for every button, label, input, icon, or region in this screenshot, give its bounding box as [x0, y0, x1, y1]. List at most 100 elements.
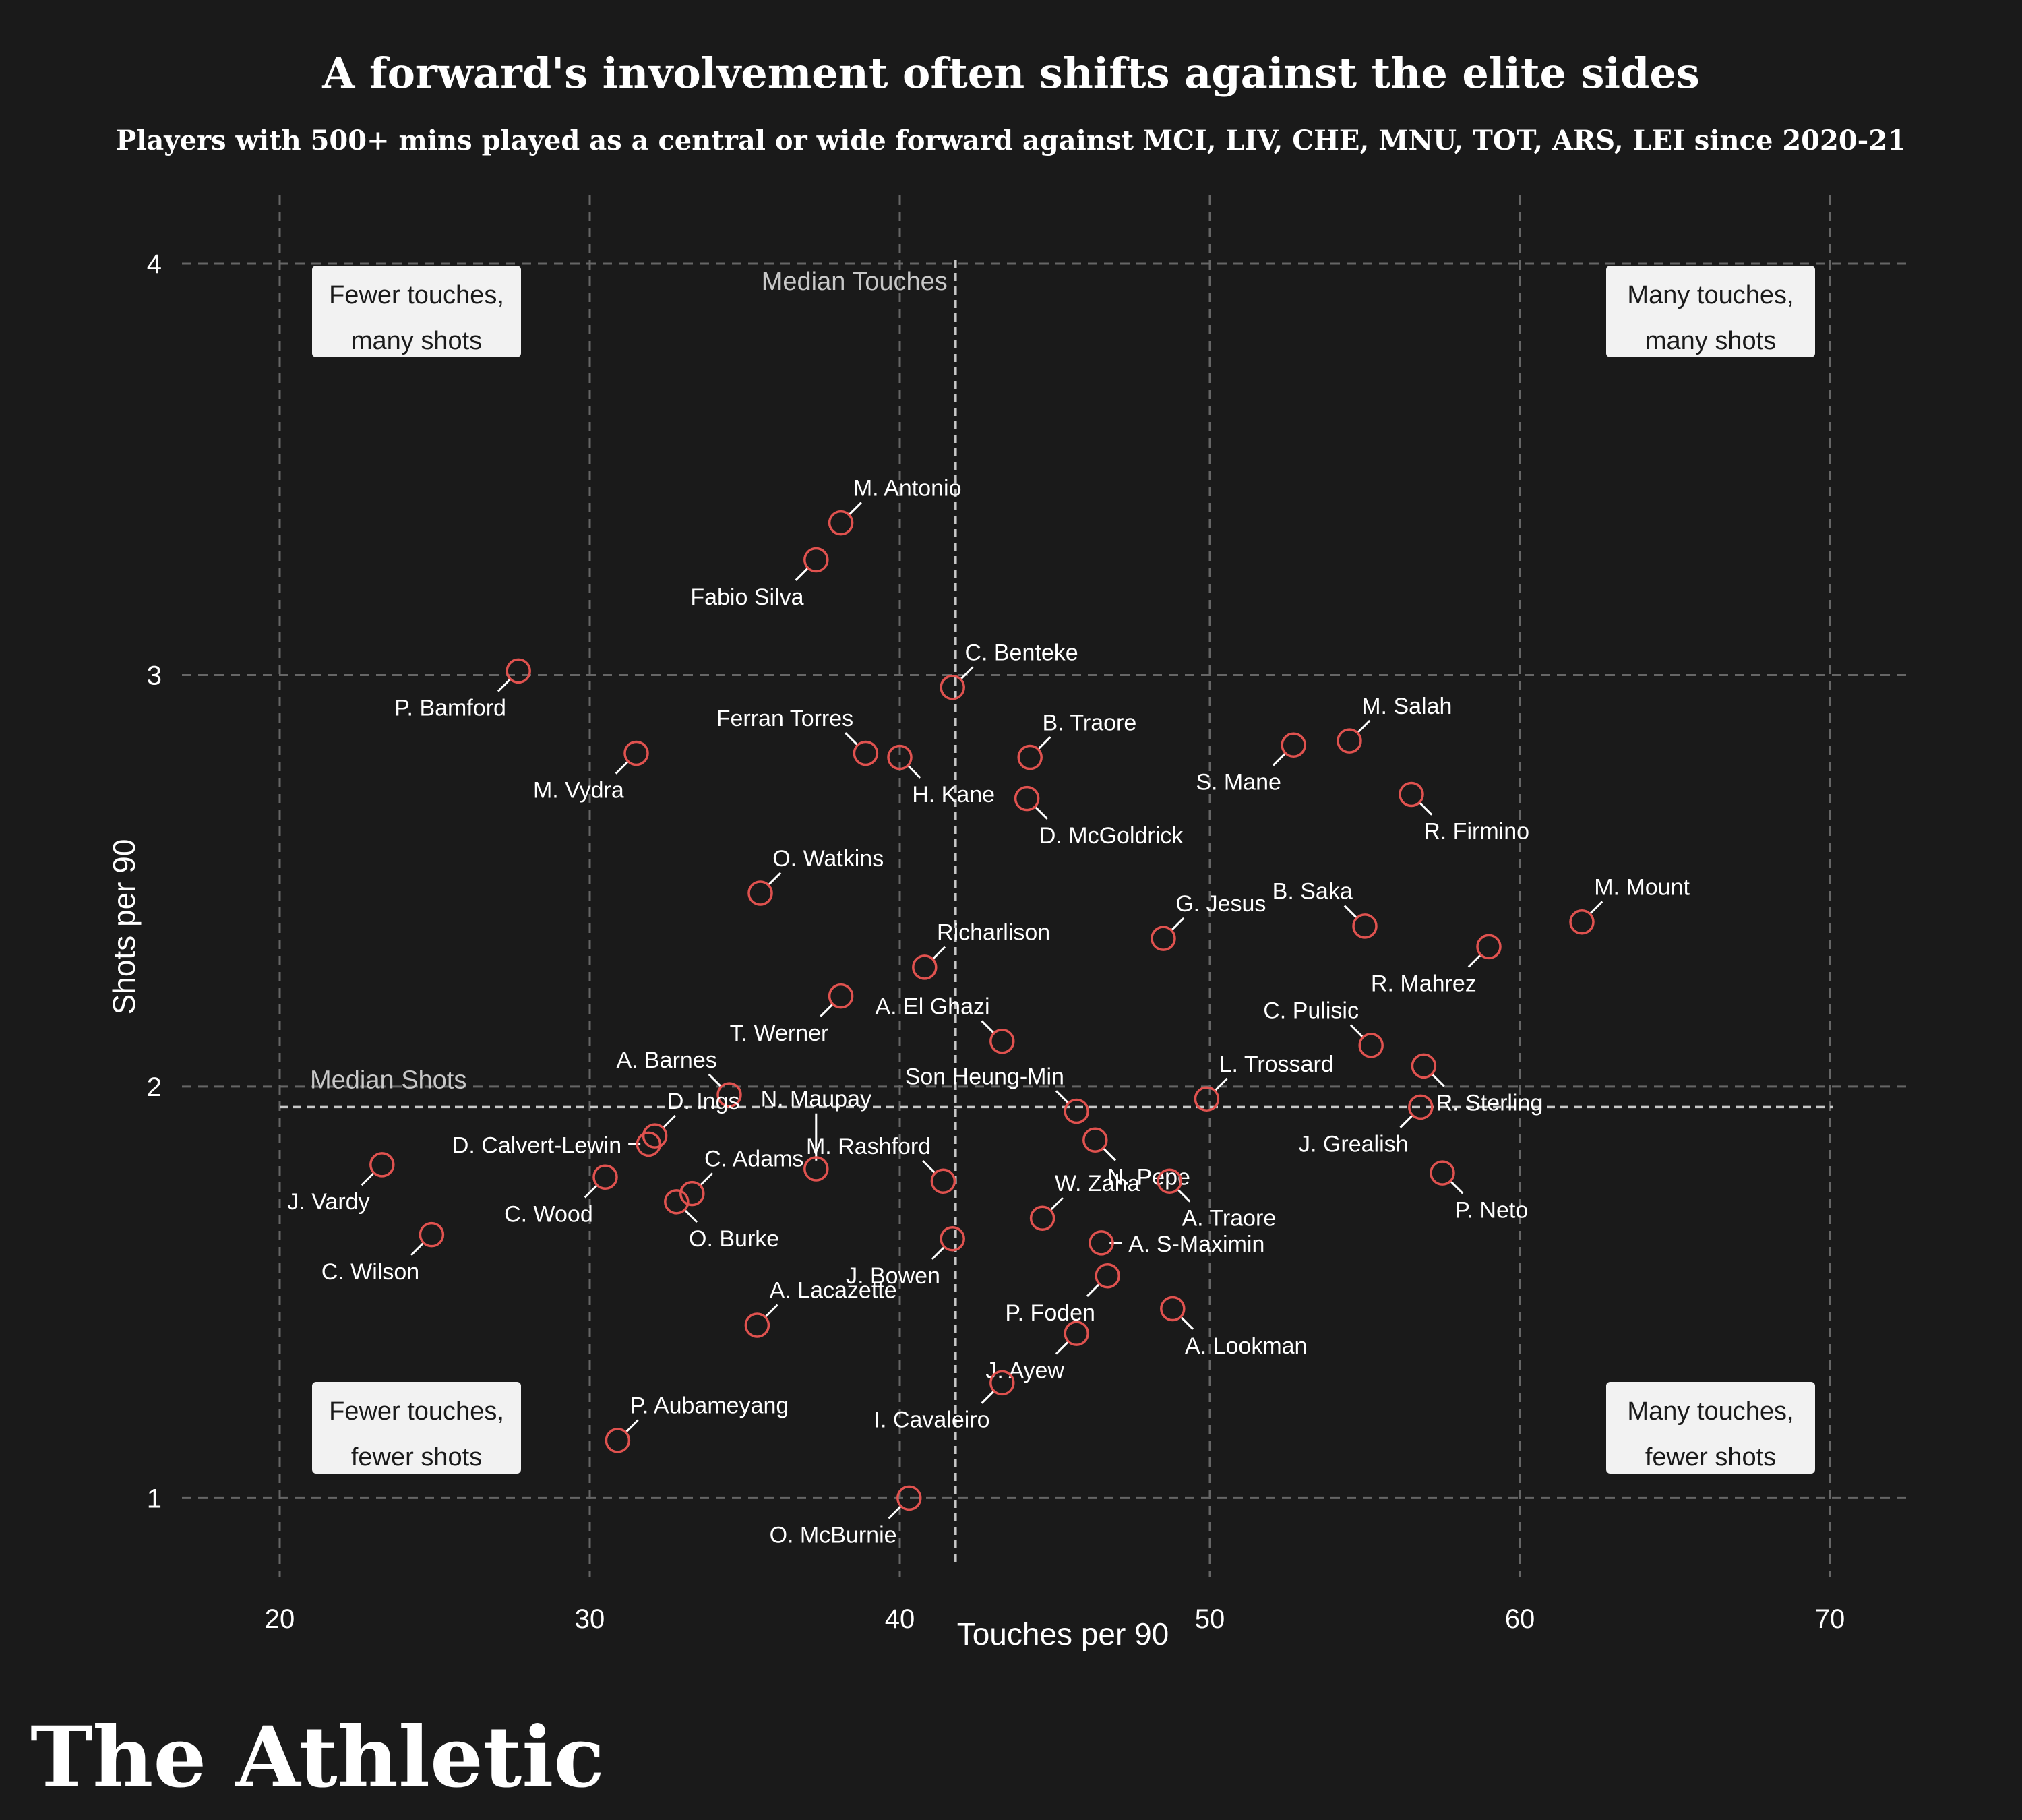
- data-point: A. Barnes: [616, 1048, 742, 1108]
- data-point: N. Maupay: [761, 1087, 871, 1182]
- x-tick-label: 30: [575, 1604, 605, 1634]
- quadrant-label-bottom-right: Many touches, fewer shots: [1606, 1382, 1815, 1474]
- leader-line: [1180, 1316, 1194, 1330]
- data-point: A. Lacazette: [744, 1278, 897, 1338]
- point-marker: [1430, 1160, 1455, 1186]
- point-marker: [887, 744, 913, 770]
- point-marker: [1281, 732, 1306, 758]
- point-marker: [940, 1226, 965, 1252]
- point-label: M. Mount: [1594, 874, 1690, 900]
- point-marker: [930, 1168, 956, 1194]
- leader-line: [888, 1505, 902, 1519]
- point-marker: [1151, 926, 1176, 951]
- point-marker: [828, 510, 854, 536]
- point-marker: [912, 954, 938, 980]
- point-label: O. McBurnie: [770, 1523, 897, 1548]
- leader-line: [1177, 1188, 1191, 1203]
- quadrant-label-line: fewer shots: [1645, 1443, 1776, 1472]
- leader-line: [1431, 1073, 1445, 1087]
- median-touches-label: Median Touches: [762, 268, 948, 296]
- leader-line: [848, 502, 862, 516]
- point-label: M. Antonio: [853, 475, 962, 501]
- point-label: A. El Ghazi: [875, 994, 989, 1020]
- y-tick-label: 2: [147, 1072, 162, 1102]
- point-label: A. Lookman: [1185, 1333, 1307, 1359]
- leader-line: [931, 946, 946, 960]
- leader-line: [584, 1184, 598, 1199]
- chart-subtitle: Players with 500+ mins played as a centr…: [116, 125, 1906, 156]
- leader-line: [931, 1246, 946, 1261]
- point-label: Fabio Silva: [690, 584, 803, 610]
- point-marker: [1082, 1127, 1108, 1153]
- leader-line: [981, 1020, 995, 1034]
- point-marker: [1089, 1230, 1114, 1256]
- leader-line: [662, 1114, 676, 1128]
- point-marker: [636, 1131, 662, 1157]
- point-marker: [803, 547, 829, 573]
- point-label: J. Vardy: [287, 1189, 369, 1215]
- leader-line: [768, 872, 782, 886]
- point-marker: [1408, 1094, 1434, 1120]
- leader-line: [1343, 905, 1357, 919]
- data-point: R. Mahrez: [1371, 934, 1502, 997]
- point-marker: [419, 1221, 445, 1248]
- data-point: J. Vardy: [287, 1152, 395, 1215]
- data-point: Son Heung-Min: [905, 1064, 1089, 1124]
- data-point: M. Salah: [1337, 694, 1452, 754]
- data-point: Fabio Silva: [690, 547, 829, 610]
- data-point: M. Vydra: [533, 740, 649, 803]
- leader-line: [764, 1304, 778, 1318]
- axes: 20 30 40 50 60 70 1 2 3 4: [147, 249, 1845, 1634]
- quadrant-label-box: [1606, 266, 1815, 357]
- leader-line: [1467, 954, 1481, 968]
- y-tick-label: 1: [147, 1484, 162, 1513]
- point-label: N. Maupay: [761, 1087, 871, 1112]
- point-marker: [747, 880, 773, 906]
- point-label: P. Bamford: [394, 696, 506, 721]
- data-point: W. Zaha: [1029, 1171, 1140, 1231]
- data-point: J. Bowen: [846, 1226, 965, 1289]
- leader-line: [615, 760, 629, 775]
- quadrant-label-bottom-left: Fewer touches, fewer shots: [312, 1382, 521, 1474]
- leader-line: [960, 666, 974, 680]
- data-point: M. Rashford: [806, 1134, 956, 1194]
- point-marker: [853, 740, 879, 766]
- point-label: A. Lacazette: [770, 1278, 897, 1304]
- data-point: D. Calvert-Lewin: [452, 1131, 662, 1158]
- leader-line: [845, 732, 859, 746]
- leader-line: [820, 1003, 834, 1017]
- leader-line: [1086, 1283, 1101, 1297]
- point-label: N. Pepe: [1107, 1164, 1190, 1190]
- point-marker: [896, 1485, 922, 1511]
- leader-line: [1450, 1180, 1464, 1194]
- data-point: P. Foden: [1005, 1263, 1120, 1326]
- chart-title: A forward's involvement often shifts aga…: [321, 49, 1700, 98]
- data-point: C. Wood: [504, 1164, 618, 1227]
- data-point: S. Mane: [1196, 732, 1306, 795]
- point-label: W. Zaha: [1055, 1171, 1140, 1196]
- leader-line: [1055, 1090, 1070, 1104]
- point-label: B. Saka: [1273, 879, 1353, 905]
- point-label: L. Trossard: [1219, 1052, 1334, 1077]
- point-marker: [1029, 1205, 1055, 1231]
- quadrant-label-line: many shots: [1645, 327, 1776, 355]
- leader-line: [795, 567, 809, 581]
- leader-line: [1034, 806, 1048, 820]
- leader-line: [1171, 917, 1185, 931]
- x-axis-title: Touches per 90: [957, 1616, 1169, 1651]
- quadrant-label-line: Many touches,: [1627, 1397, 1794, 1426]
- data-point: L. Trossard: [1194, 1052, 1334, 1112]
- y-tick-label: 4: [147, 249, 162, 279]
- point-marker: [744, 1312, 770, 1338]
- point-marker: [506, 658, 531, 684]
- point-label: D. McGoldrick: [1039, 823, 1184, 849]
- y-tick-label: 3: [147, 661, 162, 690]
- quadrant-label-line: Fewer touches,: [329, 1397, 504, 1426]
- point-label: B. Traore: [1042, 710, 1136, 735]
- data-point: I. Cavaleiro: [874, 1370, 1015, 1433]
- quadrant-label-box: [312, 266, 521, 357]
- data-point: P. Neto: [1430, 1160, 1528, 1223]
- point-marker: [716, 1082, 742, 1108]
- leader-line: [1102, 1147, 1117, 1161]
